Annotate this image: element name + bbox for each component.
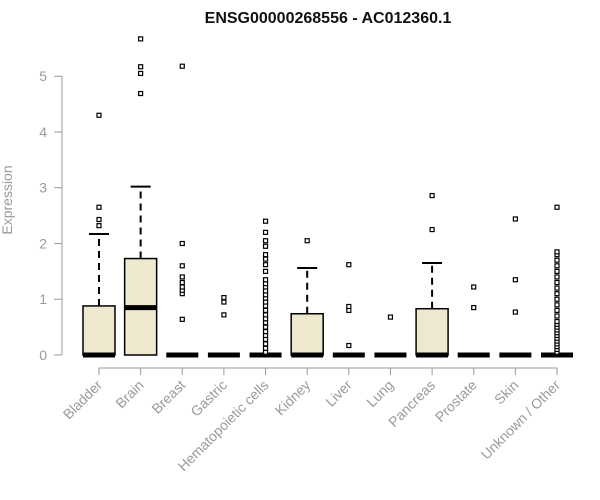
box-group (123, 36, 158, 356)
outlier-point (346, 342, 352, 349)
outlier-point (179, 240, 185, 247)
outlier-point (471, 284, 477, 290)
box-group (374, 314, 407, 358)
box-group (82, 112, 116, 358)
outlier-point (179, 63, 185, 69)
x-tick-label: Lung (363, 377, 396, 410)
outlier-point (262, 345, 269, 351)
outlier-point (221, 294, 227, 301)
outlier-point (179, 274, 185, 280)
x-tick-label: Unknown / Other (478, 377, 564, 463)
y-tick-label: 4 (39, 124, 47, 140)
outlier-point (138, 90, 144, 97)
outlier-point (554, 249, 560, 255)
outlier-point (554, 291, 560, 297)
x-tick-label: Skin (491, 377, 522, 408)
outlier-point (262, 229, 269, 235)
outlier-point (262, 256, 269, 262)
iqr-box (415, 307, 449, 356)
outlier-point (262, 277, 269, 283)
box-group (541, 204, 573, 358)
box-group (415, 192, 449, 358)
outlier-point (346, 303, 352, 310)
outlier-point (262, 324, 269, 330)
outlier-point (346, 262, 352, 268)
outlier-point (262, 243, 269, 249)
outlier-point (554, 274, 560, 280)
box-group (499, 216, 532, 358)
boxplot-series (82, 36, 573, 358)
outlier-point (262, 307, 269, 313)
y-axis-label: Expression (0, 165, 15, 234)
outlier-point (512, 277, 518, 283)
outlier-point (96, 223, 102, 229)
y-tick-label: 5 (39, 68, 47, 84)
outlier-point (262, 341, 269, 347)
outlier-point (554, 285, 560, 291)
x-tick-label: Prostate (432, 377, 480, 425)
outlier-point (179, 316, 185, 322)
outlier-point (96, 112, 102, 118)
outlier-point (554, 302, 560, 308)
outlier-point (262, 328, 269, 335)
y-tick-label: 3 (39, 180, 47, 196)
outlier-point (138, 36, 144, 42)
outlier-point (179, 263, 185, 269)
outlier-point (554, 318, 560, 325)
y-tick-label: 2 (39, 235, 47, 251)
x-tick-label: Breast (148, 377, 188, 417)
outlier-point (512, 216, 518, 222)
outlier-point (429, 192, 435, 199)
outlier-point (179, 284, 185, 290)
outlier-point (554, 279, 560, 286)
outlier-point (554, 263, 560, 269)
outlier-point (179, 279, 185, 286)
outlier-point (262, 252, 269, 258)
outlier-point (262, 312, 269, 318)
outlier-point (221, 299, 227, 305)
outlier-point (554, 204, 560, 210)
x-tick-label: Kidney (272, 377, 314, 419)
outlier-point (262, 262, 269, 268)
box-group (166, 63, 199, 358)
outlier-point (429, 226, 435, 233)
box-group (249, 218, 282, 358)
outlier-point (221, 312, 227, 318)
outlier-point (96, 204, 102, 210)
box-group (457, 284, 490, 358)
outlier-point (554, 313, 560, 319)
iqr-box (82, 305, 116, 356)
outlier-point (387, 314, 394, 320)
outlier-point (262, 268, 269, 274)
box-group (290, 238, 324, 358)
x-tick-label: Brain (112, 377, 146, 411)
outlier-point (554, 296, 560, 302)
iqr-box (290, 312, 324, 356)
y-tick-label: 0 (39, 347, 47, 363)
outlier-point (262, 218, 269, 224)
outlier-point (554, 257, 560, 263)
outlier-point (554, 307, 560, 313)
y-axis: 0 1 2 3 4 5 (39, 68, 63, 363)
box-group (207, 294, 240, 358)
chart-title: ENSG00000268556 - AC012360.1 (205, 10, 452, 27)
outlier-point (512, 309, 518, 315)
outlier-point (471, 305, 477, 311)
box-group (332, 262, 365, 358)
y-tick-label: 1 (39, 291, 47, 307)
outlier-point (138, 70, 144, 77)
outlier-point (554, 268, 560, 274)
x-tick-label: Liver (322, 377, 355, 410)
outlier-point (138, 64, 144, 70)
outlier-point (304, 238, 310, 244)
outlier-point (96, 216, 102, 223)
x-tick-label: Bladder (60, 377, 106, 423)
outlier-point (262, 238, 269, 244)
